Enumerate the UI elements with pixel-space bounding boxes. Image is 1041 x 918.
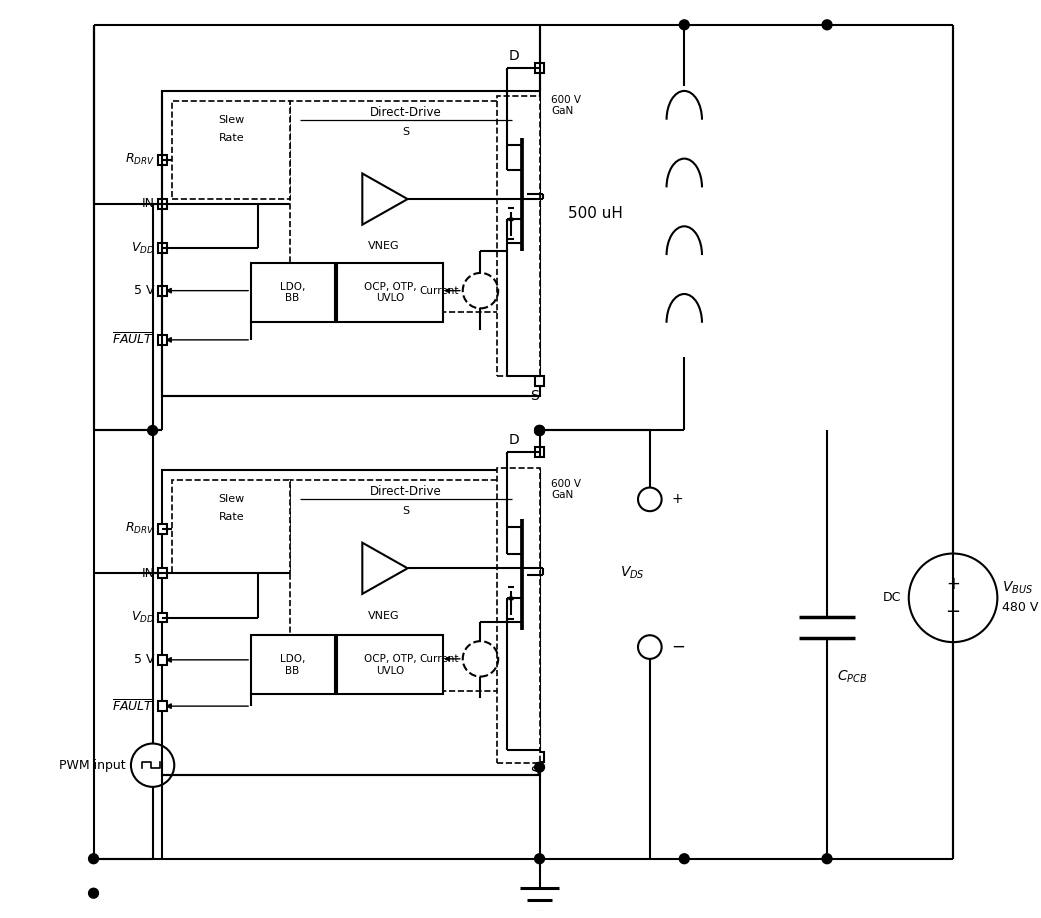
Text: Direct-Drive: Direct-Drive <box>370 485 441 498</box>
Text: 5 V: 5 V <box>134 285 154 297</box>
Bar <box>535 63 544 73</box>
Text: S: S <box>530 389 539 403</box>
Text: IN: IN <box>142 197 154 210</box>
Text: Direct-Drive: Direct-Drive <box>370 106 441 119</box>
Text: S: S <box>402 506 409 516</box>
Text: +: + <box>946 575 960 593</box>
Circle shape <box>822 854 832 864</box>
Text: $V_{BUS}$: $V_{BUS}$ <box>1002 580 1034 596</box>
Text: 600 V
GaN: 600 V GaN <box>552 478 581 500</box>
Circle shape <box>535 854 544 864</box>
Text: OCP, OTP,
UVLO: OCP, OTP, UVLO <box>363 654 416 676</box>
Text: LDO,
BB: LDO, BB <box>280 654 305 676</box>
Circle shape <box>680 854 689 864</box>
Circle shape <box>88 889 99 898</box>
Text: VNEG: VNEG <box>369 610 400 621</box>
Bar <box>290 101 522 312</box>
Text: Current: Current <box>420 285 459 296</box>
Bar <box>157 285 168 296</box>
Bar <box>157 243 168 253</box>
Circle shape <box>535 426 544 435</box>
Text: D: D <box>509 50 519 63</box>
Bar <box>157 199 168 209</box>
Bar <box>498 95 539 376</box>
Bar <box>157 524 168 534</box>
Text: $R_{DRV}$: $R_{DRV}$ <box>125 152 154 167</box>
Bar <box>535 376 544 386</box>
Text: VNEG: VNEG <box>369 241 400 252</box>
Text: −: − <box>945 602 961 621</box>
Bar <box>173 101 290 199</box>
Bar <box>157 568 168 578</box>
Text: 5 V: 5 V <box>134 654 154 666</box>
Bar <box>157 612 168 622</box>
Text: 500 uH: 500 uH <box>568 207 624 221</box>
Circle shape <box>148 426 157 435</box>
Text: −: − <box>671 638 685 656</box>
Text: $V_{DD}$: $V_{DD}$ <box>131 610 154 625</box>
Bar <box>157 701 168 711</box>
Text: D: D <box>509 433 519 447</box>
Text: S: S <box>402 127 409 137</box>
Text: $R_{DRV}$: $R_{DRV}$ <box>125 521 154 536</box>
Text: Current: Current <box>420 654 459 664</box>
Circle shape <box>535 762 544 772</box>
Bar <box>157 655 168 665</box>
Text: 480 V: 480 V <box>1002 601 1039 614</box>
Bar <box>162 91 539 396</box>
Bar <box>173 480 290 573</box>
Text: OCP, OTP,
UVLO: OCP, OTP, UVLO <box>363 282 416 304</box>
Text: IN: IN <box>142 566 154 579</box>
Text: DC: DC <box>883 591 900 604</box>
Circle shape <box>535 426 544 435</box>
Text: LDO,
BB: LDO, BB <box>280 282 305 304</box>
Circle shape <box>535 426 544 435</box>
Circle shape <box>822 20 832 29</box>
Text: $\overline{FAULT}$: $\overline{FAULT}$ <box>112 699 154 714</box>
Bar <box>336 635 443 694</box>
Bar <box>251 263 335 322</box>
Circle shape <box>88 854 99 864</box>
Text: Rate: Rate <box>219 133 245 143</box>
Bar <box>162 470 539 775</box>
Text: Rate: Rate <box>219 512 245 522</box>
Text: $C_{PCB}$: $C_{PCB}$ <box>837 668 867 685</box>
Text: Slew: Slew <box>219 116 245 126</box>
Bar <box>251 635 335 694</box>
Text: Slew: Slew <box>219 495 245 504</box>
Text: PWM input: PWM input <box>59 758 126 772</box>
Text: S: S <box>530 765 539 779</box>
Text: $\overline{FAULT}$: $\overline{FAULT}$ <box>112 332 154 348</box>
Text: 600 V
GaN: 600 V GaN <box>552 95 581 117</box>
Bar <box>535 447 544 457</box>
Text: $V_{DS}$: $V_{DS}$ <box>620 565 644 581</box>
Bar <box>157 155 168 164</box>
Bar <box>157 335 168 345</box>
Circle shape <box>680 20 689 29</box>
Bar <box>498 468 539 763</box>
Text: $V_{DD}$: $V_{DD}$ <box>131 241 154 256</box>
Bar <box>336 263 443 322</box>
Bar <box>535 753 544 762</box>
Text: +: + <box>671 492 683 507</box>
Bar <box>290 480 522 691</box>
